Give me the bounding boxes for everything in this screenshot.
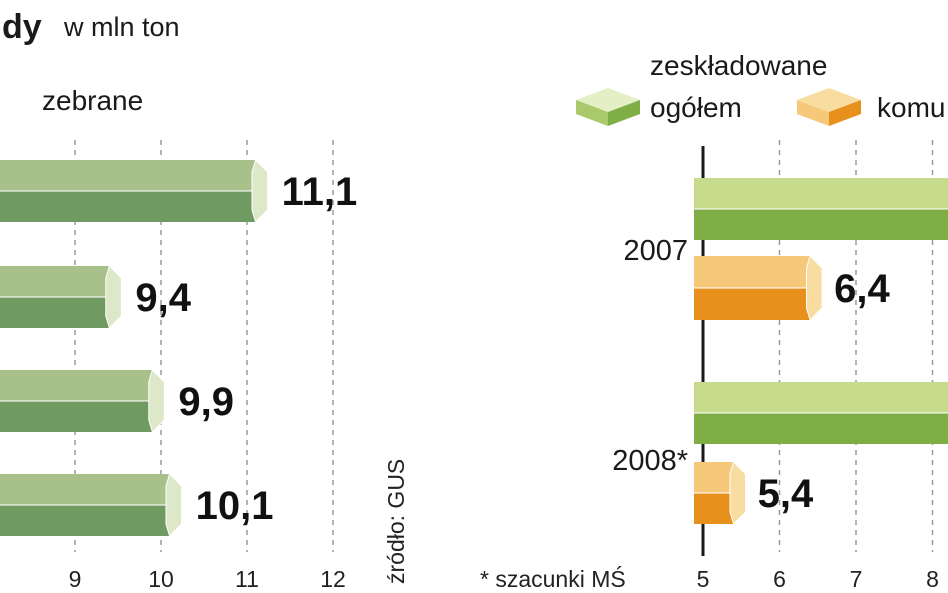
left-bar [0, 159, 269, 223]
left-value-label: 11,1 [282, 170, 358, 214]
left-bar [0, 265, 122, 329]
legend-stored-label-line1: zeskładowane [650, 50, 827, 81]
right-x-tick-label: 8 [926, 566, 939, 592]
left-bar [0, 369, 165, 433]
legend-collected-label: zebrane [42, 85, 143, 116]
right-x-tick-label: 6 [773, 566, 786, 592]
chart-title: dy [2, 8, 42, 46]
left-value-label: 10,1 [196, 484, 274, 528]
left-value-label: 9,4 [135, 276, 191, 320]
category-label-2007: 2007 [623, 235, 688, 267]
legend-stored-icon [576, 88, 640, 126]
unit-label: w mln ton [63, 12, 180, 42]
left-x-tick-label: 12 [320, 566, 346, 592]
legend-municipal-icon [797, 88, 861, 126]
right-municipal-bar [694, 461, 747, 525]
right-total-bar [694, 178, 948, 240]
right-value-label: 5,4 [758, 472, 814, 516]
right-x-tick-label: 7 [850, 566, 863, 592]
left-x-tick-label: 10 [148, 566, 174, 592]
left-x-tick-label: 9 [69, 566, 82, 592]
right-x-tick-label: 5 [697, 566, 710, 592]
right-municipal-bar [694, 255, 823, 321]
footnote: * szacunki MŚ [480, 565, 626, 592]
category-label-2008: 2008* [612, 445, 688, 477]
left-value-label: 9,9 [178, 380, 234, 424]
source-note: źródło: GUS [383, 459, 409, 584]
legend-stored-label-line2: ogółem [650, 92, 742, 123]
left-x-tick-label: 11 [235, 566, 259, 592]
right-total-bar [694, 382, 948, 444]
right-value-label: 6,4 [834, 267, 890, 311]
legend-municipal-label: komu [877, 92, 945, 123]
left-bar [0, 473, 183, 537]
